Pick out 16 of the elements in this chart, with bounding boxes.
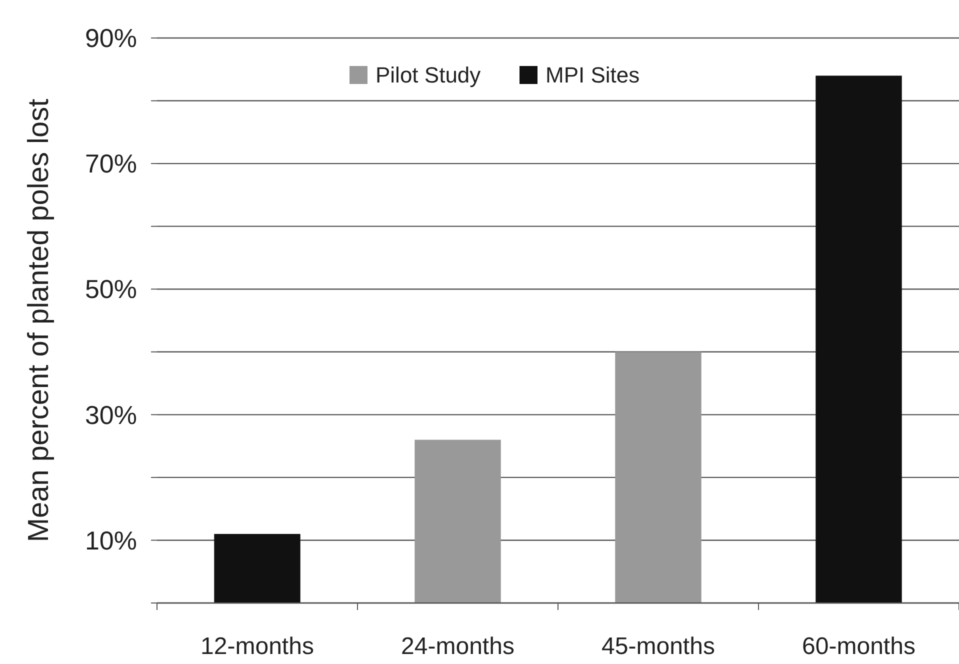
legend-label: Pilot Study (376, 62, 481, 88)
y-tick-label: 90% (84, 23, 137, 54)
y-tick-label: 30% (84, 400, 137, 430)
x-tick-label: 12-months (200, 633, 314, 660)
bar (414, 440, 501, 603)
y-tick-label: 10% (84, 525, 137, 556)
y-tick-label: 70% (84, 148, 137, 179)
x-tick-label: 24-months (401, 633, 514, 660)
bar (214, 534, 300, 603)
x-tick-label: 60-months (802, 633, 916, 660)
bar (816, 76, 902, 603)
y-tick-label: 50% (84, 274, 137, 304)
bar (615, 352, 702, 603)
legend-label: MPI Sites (546, 62, 640, 88)
x-tick-label: 45-months (602, 633, 715, 660)
y-axis-title: Mean percent of planted poles lost (23, 98, 55, 542)
